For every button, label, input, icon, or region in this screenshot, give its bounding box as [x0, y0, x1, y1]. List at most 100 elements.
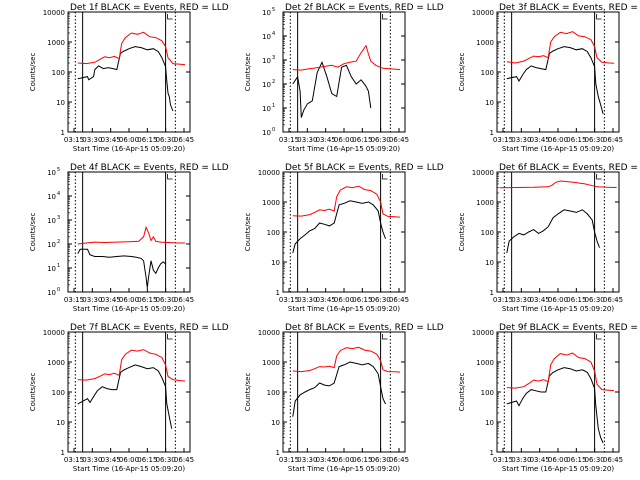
y-tick-label-exponent: 0	[272, 127, 275, 133]
y-axis-label: Counts/sec	[458, 213, 466, 252]
y-tick-label-base: 10	[47, 193, 56, 201]
y-tick-label: 1	[61, 129, 65, 137]
x-tick-label: 06:45	[174, 296, 194, 304]
y-tick-label: 1000	[476, 39, 494, 47]
y-tick-label: 10	[56, 419, 65, 427]
x-tick-label: 06:30	[371, 456, 391, 464]
y-tick-label: 10000	[472, 9, 494, 17]
y-tick-label-exponent: 1	[57, 263, 60, 269]
plot-frame	[496, 171, 620, 293]
panel-det-4f: Det 4f BLACK = Events, RED = LLD Counts/s…	[29, 163, 229, 313]
plot-frame	[67, 171, 191, 293]
y-tick-label: 100	[481, 69, 494, 77]
y-tick-label: 1	[276, 449, 280, 457]
x-tick-label: 03:15	[64, 456, 84, 464]
y-tick-label-exponent: 3	[57, 215, 60, 221]
events-series-line	[292, 200, 386, 254]
y-tick-label-base: 10	[262, 129, 271, 137]
y-tick-label: 10000	[258, 169, 280, 177]
x-tick-label: 03:45	[530, 296, 550, 304]
panel-det-7f: Det 7f BLACK = Events, RED = LLD Counts/s…	[29, 323, 229, 473]
x-tick-label: 06:00	[548, 136, 568, 144]
y-tick-label-exponent: 4	[57, 191, 60, 197]
x-tick-label: 06:30	[585, 296, 605, 304]
y-tick-label: 1	[490, 289, 494, 297]
x-tick-label: 03:15	[493, 136, 513, 144]
x-tick-label: 03:45	[316, 136, 336, 144]
x-tick-label: 06:00	[119, 456, 139, 464]
x-tick-label: 06:00	[334, 136, 354, 144]
panel-title: Det 3f BLACK = Events, RED = LLD	[499, 3, 640, 13]
x-tick-label: 03:30	[511, 136, 531, 144]
x-tick-label: 03:30	[511, 456, 531, 464]
y-tick-label: 10	[485, 259, 494, 267]
x-tick-label: 06:00	[119, 136, 139, 144]
y-tick-label: 10000	[472, 169, 494, 177]
panel-title: Det 2f BLACK = Events, RED = LLD	[285, 3, 444, 13]
lld-series-line	[77, 225, 186, 245]
x-tick-label: 06:15	[352, 296, 372, 304]
lld-series-line	[499, 180, 617, 189]
y-tick-label: 100	[52, 69, 65, 77]
x-tick-label: 06:30	[585, 456, 605, 464]
x-tick-label: 06:15	[137, 296, 157, 304]
y-tick-label: 1000	[262, 359, 280, 367]
x-tick-label: 03:30	[297, 456, 317, 464]
x-tick-label: 03:15	[493, 296, 513, 304]
x-axis-label: Start Time (16-Apr-15 05:09:20)	[288, 305, 400, 313]
panel-title: Det 8f BLACK = Events, RED = LLD	[285, 323, 444, 333]
x-tick-label: 03:45	[316, 456, 336, 464]
y-tick-label-base: 10	[47, 241, 56, 249]
panel-det-5f: Det 5f BLACK = Events, RED = LLD Counts/s…	[244, 163, 444, 313]
y-tick-label: 100	[267, 389, 280, 397]
x-tick-label: 06:45	[389, 296, 409, 304]
y-tick-label-base: 10	[262, 105, 271, 113]
x-tick-label: 03:45	[101, 456, 121, 464]
y-tick-label-exponent: 2	[57, 239, 60, 245]
panel-title: Det 5f BLACK = Events, RED = LLD	[285, 163, 444, 173]
x-tick-label: 06:45	[603, 296, 623, 304]
panel-title: Det 4f BLACK = Events, RED = LLD	[70, 163, 229, 173]
lld-series-line	[292, 185, 401, 218]
y-tick-label-base: 10	[47, 265, 56, 273]
lld-series-line	[77, 349, 186, 382]
plot-frame	[282, 171, 406, 293]
plot-frame	[67, 11, 191, 133]
y-tick-label: 10	[271, 259, 280, 267]
y-tick-label: 1	[490, 129, 494, 137]
marker-bracket	[167, 334, 173, 340]
y-tick-label: 1	[61, 449, 65, 457]
y-tick-label-base: 10	[47, 289, 56, 297]
events-series-line	[506, 367, 604, 444]
events-series-line	[77, 46, 174, 112]
marker-bracket	[167, 174, 173, 180]
x-tick-label: 03:15	[493, 456, 513, 464]
events-series-line	[506, 209, 600, 254]
x-tick-label: 03:30	[82, 456, 102, 464]
marker-bracket	[596, 174, 602, 180]
x-tick-label: 06:00	[334, 456, 354, 464]
y-axis-label: Counts/sec	[458, 53, 466, 92]
x-tick-label: 06:15	[566, 136, 586, 144]
y-tick-label: 1000	[476, 359, 494, 367]
x-tick-label: 06:45	[174, 456, 194, 464]
x-tick-label: 06:45	[603, 136, 623, 144]
y-axis-label: Counts/sec	[244, 373, 252, 412]
x-tick-label: 06:15	[137, 456, 157, 464]
x-tick-label: 06:30	[585, 136, 605, 144]
marker-bracket	[596, 14, 602, 20]
lld-series-line	[506, 352, 615, 392]
events-series-line	[292, 361, 386, 417]
marker-bracket	[382, 14, 388, 20]
y-axis-label: Counts/sec	[244, 213, 252, 252]
y-tick-label-exponent: 5	[272, 7, 275, 13]
x-tick-label: 06:15	[352, 456, 372, 464]
y-tick-label: 100	[481, 389, 494, 397]
y-tick-label: 10000	[43, 9, 65, 17]
x-tick-label: 06:30	[156, 456, 176, 464]
panel-title: Det 6f BLACK = Events, RED = LLD	[499, 163, 640, 173]
x-tick-label: 03:45	[101, 136, 121, 144]
y-tick-label: 10	[271, 419, 280, 427]
x-tick-label: 03:15	[279, 456, 299, 464]
y-tick-label-exponent: 4	[272, 31, 275, 37]
